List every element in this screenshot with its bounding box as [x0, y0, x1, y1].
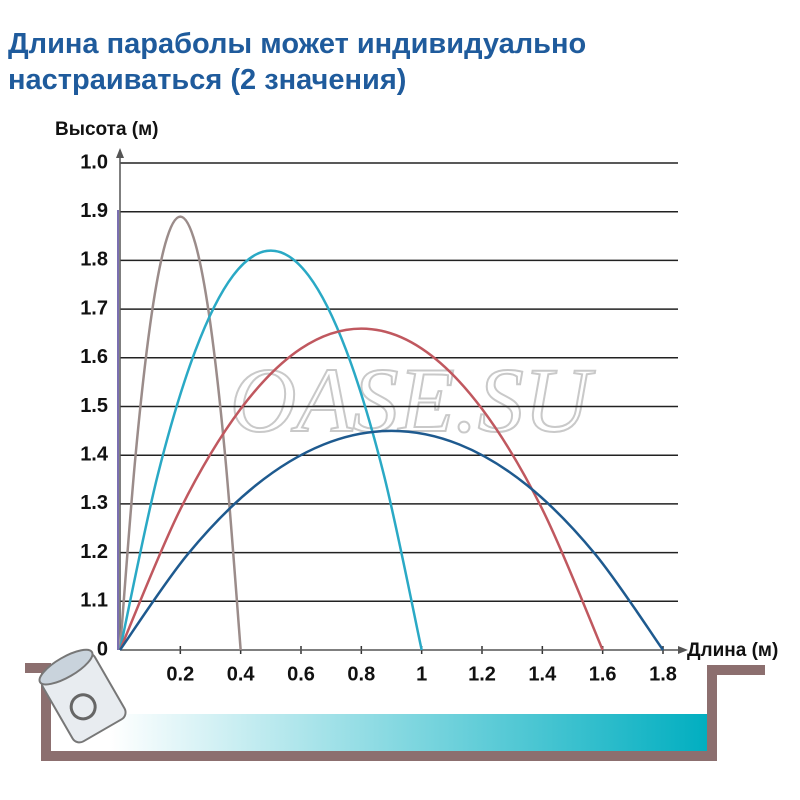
y-axis-arrow [116, 148, 124, 158]
x-tick-label: 0.6 [287, 663, 315, 685]
y-tick-label: 1.5 [80, 395, 108, 417]
nozzle [38, 648, 127, 744]
y-tick-label: 1.2 [80, 541, 108, 563]
x-tick-label: 1.4 [528, 663, 557, 685]
x-tick-label: 1.8 [649, 663, 677, 685]
x-tick-label: 1 [416, 663, 427, 685]
series-line [118, 215, 242, 651]
y-tick-label: 0 [97, 638, 108, 660]
series-line [118, 327, 604, 651]
y-tick-label: 1.0 [80, 151, 108, 173]
title: Длина параболы может индивидуально настр… [8, 28, 587, 96]
y-tick-label: 1.1 [80, 590, 108, 612]
y-tick-label: 1.8 [80, 249, 108, 271]
x-tick-label: 1.2 [468, 663, 496, 685]
pool [25, 648, 765, 761]
y-tick-label: 1.3 [80, 492, 108, 514]
y-tick-label: 1.6 [80, 346, 108, 368]
x-axis-arrow [678, 646, 688, 654]
water [110, 714, 710, 752]
x-tick-label: 0.8 [347, 663, 375, 685]
series-line [118, 249, 423, 651]
series-line [118, 429, 665, 651]
x-axis-label: Длина (м) [687, 640, 778, 661]
y-tick-label: 1.7 [80, 297, 108, 319]
x-tick-label: 0.2 [166, 663, 194, 685]
watermark: OASE.SU [230, 349, 596, 451]
x-tick-label: 0.4 [227, 663, 256, 685]
y-tick-label: 1.4 [80, 443, 109, 465]
pool-wall [25, 663, 765, 761]
y-tick-label: 1.9 [80, 200, 108, 222]
y-axis-label: Высота (м) [55, 119, 159, 140]
x-tick-label: 1.6 [589, 663, 617, 685]
